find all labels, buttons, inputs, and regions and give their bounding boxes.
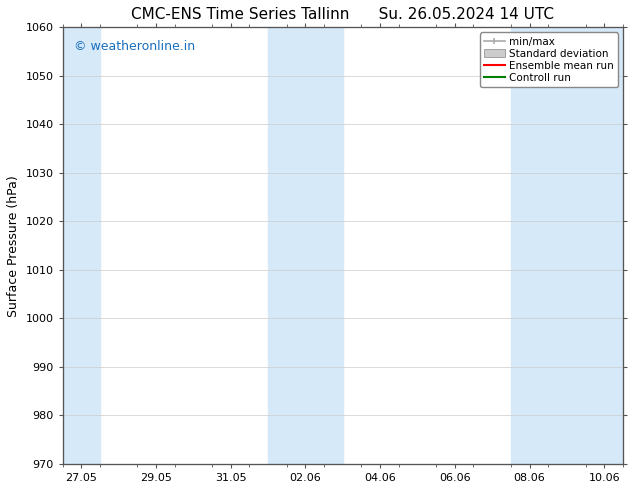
Text: © weatheronline.in: © weatheronline.in bbox=[74, 40, 195, 53]
Y-axis label: Surface Pressure (hPa): Surface Pressure (hPa) bbox=[7, 175, 20, 317]
Bar bbox=[268, 27, 343, 464]
Bar bbox=[63, 27, 100, 464]
Bar bbox=[511, 27, 623, 464]
Legend: min/max, Standard deviation, Ensemble mean run, Controll run: min/max, Standard deviation, Ensemble me… bbox=[479, 32, 618, 87]
Title: CMC-ENS Time Series Tallinn      Su. 26.05.2024 14 UTC: CMC-ENS Time Series Tallinn Su. 26.05.20… bbox=[131, 7, 554, 22]
